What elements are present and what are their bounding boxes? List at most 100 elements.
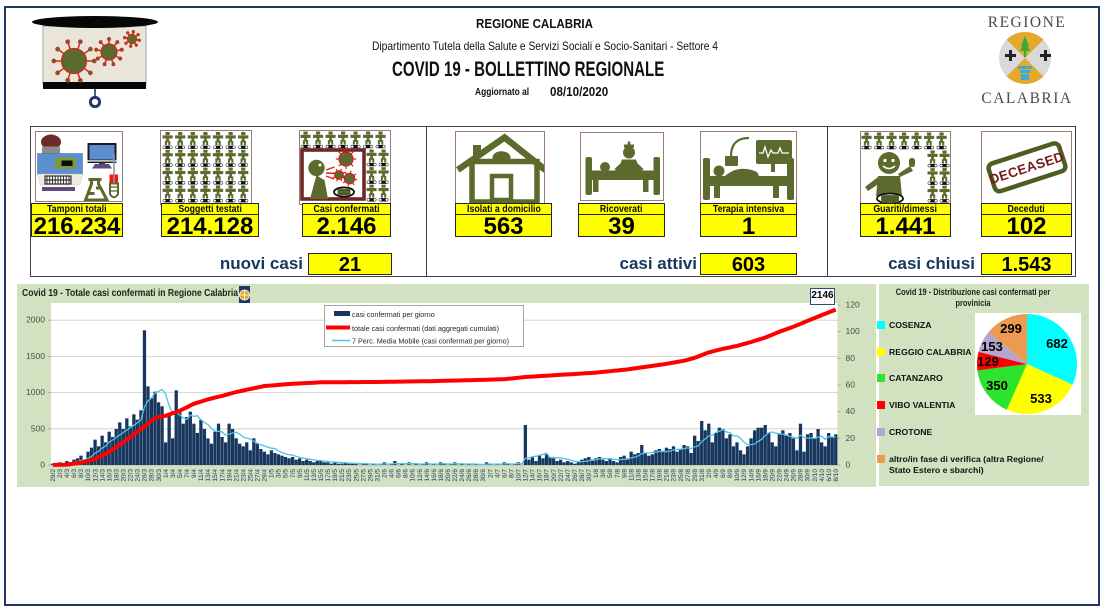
svg-text:10/9: 10/9: [734, 469, 741, 482]
svg-text:13/8: 13/8: [635, 469, 642, 482]
svg-text:22/9: 22/9: [777, 469, 784, 482]
svg-text:16/3: 16/3: [106, 469, 113, 482]
svg-text:19/5: 19/5: [332, 469, 339, 482]
svg-text:6/6: 6/6: [396, 469, 403, 478]
svg-text:5/4: 5/4: [177, 469, 184, 478]
svg-text:9/5: 9/5: [297, 469, 304, 478]
svg-text:3/4: 3/4: [170, 469, 177, 478]
svg-text:7 Perc. Media Mobile (casi con: 7 Perc. Media Mobile (casi confermati pe…: [352, 337, 509, 346]
svg-text:18/3: 18/3: [113, 469, 120, 482]
svg-text:24/3: 24/3: [135, 469, 142, 482]
svg-text:8/9: 8/9: [727, 469, 734, 478]
svg-text:120: 120: [846, 300, 860, 310]
svg-text:11/4: 11/4: [198, 469, 205, 482]
svg-text:11/8: 11/8: [628, 469, 635, 482]
svg-text:2/9: 2/9: [706, 469, 713, 478]
svg-text:31/8: 31/8: [699, 469, 706, 482]
svg-text:20/3: 20/3: [121, 469, 128, 482]
svg-text:100: 100: [846, 326, 860, 336]
svg-text:26/6: 26/6: [466, 469, 473, 482]
svg-text:25/5: 25/5: [353, 469, 360, 482]
svg-text:26/3: 26/3: [142, 469, 149, 482]
svg-text:10/6: 10/6: [410, 469, 417, 482]
svg-text:16/7: 16/7: [537, 469, 544, 482]
svg-text:8/6: 8/6: [403, 469, 410, 478]
svg-text:16/9: 16/9: [755, 469, 762, 482]
svg-text:7/4: 7/4: [184, 469, 191, 478]
svg-text:4/7: 4/7: [494, 469, 501, 478]
svg-text:6/9: 6/9: [720, 469, 727, 478]
svg-text:14/3: 14/3: [99, 469, 106, 482]
svg-text:1500: 1500: [26, 351, 45, 361]
svg-text:22/6: 22/6: [452, 469, 459, 482]
svg-text:27/5: 27/5: [360, 469, 367, 482]
svg-text:26/9: 26/9: [791, 469, 798, 482]
svg-text:14/9: 14/9: [748, 469, 755, 482]
svg-text:15/5: 15/5: [318, 469, 325, 482]
svg-text:CALABRIA: CALABRIA: [981, 90, 1072, 107]
svg-text:5/5: 5/5: [283, 469, 290, 478]
svg-text:18/7: 18/7: [544, 469, 551, 482]
svg-text:21/8: 21/8: [664, 469, 671, 482]
svg-text:4/9: 4/9: [713, 469, 720, 478]
svg-text:30/9: 30/9: [805, 469, 812, 482]
svg-text:20/6: 20/6: [445, 469, 452, 482]
svg-text:500: 500: [31, 423, 45, 433]
svg-text:30/6: 30/6: [480, 469, 487, 482]
svg-text:27/8: 27/8: [685, 469, 692, 482]
svg-text:7/8: 7/8: [614, 469, 621, 478]
svg-text:17/8: 17/8: [650, 469, 657, 482]
svg-text:1/8: 1/8: [593, 469, 600, 478]
svg-text:6/7: 6/7: [501, 469, 508, 478]
svg-text:23/5: 23/5: [346, 469, 353, 482]
svg-text:19/4: 19/4: [226, 469, 233, 482]
svg-text:15/8: 15/8: [643, 469, 650, 482]
svg-text:28/9: 28/9: [798, 469, 805, 482]
svg-text:682: 682: [1046, 336, 1068, 351]
svg-text:24/7: 24/7: [565, 469, 572, 482]
svg-text:153: 153: [981, 339, 1003, 354]
svg-text:21/5: 21/5: [339, 469, 346, 482]
svg-text:7/5: 7/5: [290, 469, 297, 478]
svg-text:31/5: 31/5: [374, 469, 381, 482]
svg-text:24/6: 24/6: [459, 469, 466, 482]
svg-text:21/4: 21/4: [233, 469, 240, 482]
svg-text:25/4: 25/4: [248, 469, 255, 482]
svg-text:533: 533: [1030, 391, 1052, 406]
svg-text:60: 60: [846, 380, 856, 390]
svg-text:6/3: 6/3: [71, 469, 78, 478]
svg-text:12/3: 12/3: [92, 469, 99, 482]
svg-text:4/6: 4/6: [389, 469, 396, 478]
svg-text:22/3: 22/3: [128, 469, 135, 482]
svg-text:4/10: 4/10: [819, 469, 826, 482]
svg-text:40: 40: [846, 406, 856, 416]
svg-text:20: 20: [846, 433, 856, 443]
svg-text:18/9: 18/9: [762, 469, 769, 482]
svg-text:299: 299: [1000, 321, 1022, 336]
svg-text:8/3: 8/3: [78, 469, 85, 478]
svg-text:28/3: 28/3: [149, 469, 156, 482]
svg-text:1000: 1000: [26, 387, 45, 397]
svg-text:11/5: 11/5: [304, 469, 311, 482]
svg-text:28/6: 28/6: [473, 469, 480, 482]
svg-text:12/6: 12/6: [417, 469, 424, 482]
svg-text:5/8: 5/8: [607, 469, 614, 478]
svg-text:30/3: 30/3: [156, 469, 163, 482]
svg-text:22/7: 22/7: [558, 469, 565, 482]
svg-text:1/4: 1/4: [163, 469, 170, 478]
svg-text:2/3: 2/3: [57, 469, 64, 478]
svg-text:29/5: 29/5: [367, 469, 374, 482]
svg-text:6/10: 6/10: [826, 469, 833, 482]
svg-text:4/3: 4/3: [64, 469, 71, 478]
svg-text:25/8: 25/8: [678, 469, 685, 482]
svg-text:29/8: 29/8: [692, 469, 699, 482]
svg-text:20/9: 20/9: [770, 469, 777, 482]
svg-text:2/10: 2/10: [812, 469, 819, 482]
svg-text:12/7: 12/7: [523, 469, 530, 482]
svg-text:9/8: 9/8: [621, 469, 628, 478]
svg-text:27/4: 27/4: [255, 469, 262, 482]
svg-text:2000: 2000: [26, 315, 45, 325]
svg-text:23/4: 23/4: [240, 469, 247, 482]
svg-text:0: 0: [846, 460, 851, 470]
svg-text:30/7: 30/7: [586, 469, 593, 482]
